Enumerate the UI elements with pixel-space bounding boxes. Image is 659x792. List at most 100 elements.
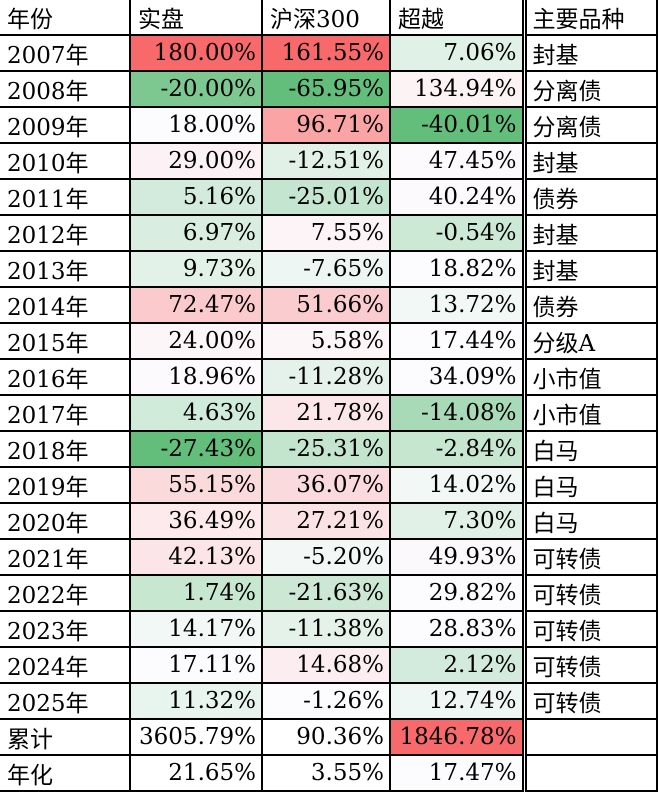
actual-cell[interactable]: 55.15% — [129, 466, 263, 504]
hs300-cell[interactable]: -25.31% — [261, 430, 391, 468]
excess-cell[interactable]: -0.54% — [389, 214, 525, 252]
year-cell[interactable]: 2010年 — [0, 142, 131, 180]
excess-cell[interactable]: 17.47% — [389, 754, 525, 792]
category-cell[interactable]: 债券 — [521, 178, 658, 216]
excess-cell[interactable]: 17.44% — [389, 322, 525, 360]
hs300-cell[interactable]: 27.21% — [261, 502, 391, 540]
year-cell[interactable]: 2019年 — [0, 466, 131, 504]
hs300-cell[interactable]: 14.68% — [261, 646, 391, 684]
category-cell[interactable]: 白马 — [521, 466, 658, 504]
actual-cell[interactable]: 6.97% — [129, 214, 263, 252]
header-actual[interactable]: 实盘 — [129, 0, 263, 36]
excess-cell[interactable]: 28.83% — [389, 610, 525, 648]
actual-cell[interactable]: 29.00% — [129, 142, 263, 180]
excess-cell[interactable]: 2.12% — [389, 646, 525, 684]
category-cell[interactable]: 可转债 — [521, 538, 658, 576]
actual-cell[interactable]: 72.47% — [129, 286, 263, 324]
hs300-cell[interactable]: -65.95% — [261, 70, 391, 108]
year-cell[interactable]: 年化 — [0, 754, 131, 792]
category-cell[interactable]: 白马 — [521, 502, 658, 540]
actual-cell[interactable]: 180.00% — [129, 34, 263, 72]
year-cell[interactable]: 2012年 — [0, 214, 131, 252]
year-cell[interactable]: 2014年 — [0, 286, 131, 324]
excess-cell[interactable]: 34.09% — [389, 358, 525, 396]
hs300-cell[interactable]: 7.55% — [261, 214, 391, 252]
category-cell[interactable]: 债券 — [521, 286, 658, 324]
category-cell[interactable]: 分离债 — [521, 70, 658, 108]
excess-cell[interactable]: 7.30% — [389, 502, 525, 540]
year-cell[interactable]: 2007年 — [0, 34, 131, 72]
year-cell[interactable]: 2011年 — [0, 178, 131, 216]
year-cell[interactable]: 2018年 — [0, 430, 131, 468]
hs300-cell[interactable]: -25.01% — [261, 178, 391, 216]
hs300-cell[interactable]: -1.26% — [261, 682, 391, 720]
header-excess[interactable]: 超越 — [389, 0, 525, 36]
excess-cell[interactable]: 29.82% — [389, 574, 525, 612]
category-cell[interactable]: 分级A — [521, 322, 658, 360]
actual-cell[interactable]: 1.74% — [129, 574, 263, 612]
excess-cell[interactable]: 49.93% — [389, 538, 525, 576]
category-cell[interactable] — [521, 718, 658, 756]
actual-cell[interactable]: 14.17% — [129, 610, 263, 648]
hs300-cell[interactable]: 96.71% — [261, 106, 391, 144]
header-category[interactable]: 主要品种 — [521, 0, 658, 36]
category-cell[interactable]: 可转债 — [521, 682, 658, 720]
hs300-cell[interactable]: 51.66% — [261, 286, 391, 324]
excess-cell[interactable]: -40.01% — [389, 106, 525, 144]
actual-cell[interactable]: -20.00% — [129, 70, 263, 108]
year-cell[interactable]: 2009年 — [0, 106, 131, 144]
hs300-cell[interactable]: 5.58% — [261, 322, 391, 360]
actual-cell[interactable]: 17.11% — [129, 646, 263, 684]
category-cell[interactable] — [521, 754, 658, 792]
header-hs300[interactable]: 沪深300 — [261, 0, 391, 36]
hs300-cell[interactable]: 161.55% — [261, 34, 391, 72]
hs300-cell[interactable]: -7.65% — [261, 250, 391, 288]
year-cell[interactable]: 2013年 — [0, 250, 131, 288]
excess-cell[interactable]: 12.74% — [389, 682, 525, 720]
actual-cell[interactable]: 18.96% — [129, 358, 263, 396]
year-cell[interactable]: 2015年 — [0, 322, 131, 360]
excess-cell[interactable]: -14.08% — [389, 394, 525, 432]
hs300-cell[interactable]: -11.28% — [261, 358, 391, 396]
year-cell[interactable]: 2021年 — [0, 538, 131, 576]
category-cell[interactable]: 封基 — [521, 142, 658, 180]
year-cell[interactable]: 2022年 — [0, 574, 131, 612]
category-cell[interactable]: 分离债 — [521, 106, 658, 144]
excess-cell[interactable]: 13.72% — [389, 286, 525, 324]
category-cell[interactable]: 封基 — [521, 250, 658, 288]
year-cell[interactable]: 2016年 — [0, 358, 131, 396]
year-cell[interactable]: 2020年 — [0, 502, 131, 540]
year-cell[interactable]: 2024年 — [0, 646, 131, 684]
hs300-cell[interactable]: 36.07% — [261, 466, 391, 504]
excess-cell[interactable]: -2.84% — [389, 430, 525, 468]
category-cell[interactable]: 可转债 — [521, 646, 658, 684]
header-year[interactable]: 年份 — [0, 0, 131, 36]
actual-cell[interactable]: 4.63% — [129, 394, 263, 432]
excess-cell[interactable]: 18.82% — [389, 250, 525, 288]
year-cell[interactable]: 累计 — [0, 718, 131, 756]
excess-cell[interactable]: 14.02% — [389, 466, 525, 504]
excess-cell[interactable]: 40.24% — [389, 178, 525, 216]
actual-cell[interactable]: 3605.79% — [129, 718, 263, 756]
hs300-cell[interactable]: 90.36% — [261, 718, 391, 756]
excess-cell[interactable]: 134.94% — [389, 70, 525, 108]
category-cell[interactable]: 白马 — [521, 430, 658, 468]
hs300-cell[interactable]: 3.55% — [261, 754, 391, 792]
excess-cell[interactable]: 7.06% — [389, 34, 525, 72]
category-cell[interactable]: 封基 — [521, 214, 658, 252]
hs300-cell[interactable]: -11.38% — [261, 610, 391, 648]
hs300-cell[interactable]: -5.20% — [261, 538, 391, 576]
category-cell[interactable]: 可转债 — [521, 574, 658, 612]
actual-cell[interactable]: -27.43% — [129, 430, 263, 468]
category-cell[interactable]: 封基 — [521, 34, 658, 72]
actual-cell[interactable]: 24.00% — [129, 322, 263, 360]
hs300-cell[interactable]: -21.63% — [261, 574, 391, 612]
actual-cell[interactable]: 36.49% — [129, 502, 263, 540]
year-cell[interactable]: 2008年 — [0, 70, 131, 108]
year-cell[interactable]: 2017年 — [0, 394, 131, 432]
actual-cell[interactable]: 21.65% — [129, 754, 263, 792]
category-cell[interactable]: 小市值 — [521, 394, 658, 432]
year-cell[interactable]: 2025年 — [0, 682, 131, 720]
actual-cell[interactable]: 42.13% — [129, 538, 263, 576]
excess-cell[interactable]: 47.45% — [389, 142, 525, 180]
